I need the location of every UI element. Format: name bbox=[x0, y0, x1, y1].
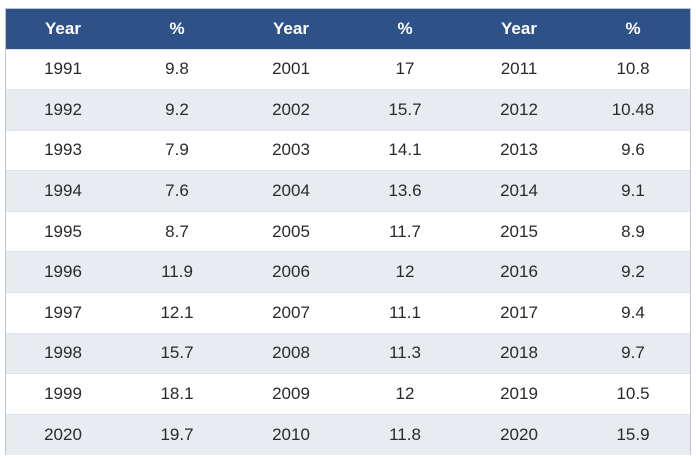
percent-cell: 15.7 bbox=[348, 89, 462, 131]
year-cell: 2013 bbox=[462, 129, 576, 171]
header-year-1: Year bbox=[45, 18, 81, 38]
year-cell: 2016 bbox=[462, 251, 576, 293]
year-cell: 1993 bbox=[6, 129, 120, 171]
table-row: 1995 8.7 2005 11.7 2015 8.9 bbox=[6, 210, 690, 252]
percent-cell: 15.7 bbox=[120, 332, 234, 374]
year-cell: 1991 bbox=[6, 48, 120, 90]
table-row: 1999 18.1 2009 12 2019 10.5 bbox=[6, 373, 690, 415]
data-table-frame: Year % Year % Year % 1991 9.8 2001 17 2011 10… bbox=[5, 8, 691, 455]
table-body: 1991 9.8 2001 17 2011 10.8 1992 9.2 2002 15.7 2012… bbox=[6, 48, 690, 455]
percent-cell: 11.9 bbox=[120, 251, 234, 293]
year-cell: 1997 bbox=[6, 292, 120, 334]
year-cell: 1995 bbox=[6, 210, 120, 252]
header-percent-3: % bbox=[625, 18, 641, 38]
header-percent-1: % bbox=[169, 18, 185, 38]
percent-cell: 8.9 bbox=[576, 210, 690, 252]
header-year-2: Year bbox=[273, 18, 309, 38]
percent-cell: 10.8 bbox=[576, 48, 690, 90]
percent-cell: 7.9 bbox=[120, 129, 234, 171]
percent-cell: 11.7 bbox=[348, 210, 462, 252]
percent-cell: 11.3 bbox=[348, 332, 462, 374]
year-cell: 2012 bbox=[462, 89, 576, 131]
year-cell: 2005 bbox=[234, 210, 348, 252]
percent-cell: 12.1 bbox=[120, 292, 234, 334]
table-row: 1997 12.1 2007 11.1 2017 9.4 bbox=[6, 292, 690, 334]
table-row: 1994 7.6 2004 13.6 2014 9.1 bbox=[6, 170, 690, 212]
year-cell: 2001 bbox=[234, 48, 348, 90]
percent-cell: 10.48 bbox=[576, 89, 690, 131]
percent-cell: 9.1 bbox=[576, 170, 690, 212]
year-cell: 2006 bbox=[234, 251, 348, 293]
percent-cell: 7.6 bbox=[120, 170, 234, 212]
table-row: 1996 11.9 2006 12 2016 9.2 bbox=[6, 251, 690, 293]
year-cell: 2020 bbox=[462, 413, 576, 455]
year-cell: 1994 bbox=[6, 170, 120, 212]
year-cell: 2002 bbox=[234, 89, 348, 131]
year-percent-table: Year % Year % Year % 1991 9.8 2001 17 2011 10… bbox=[6, 9, 690, 455]
year-cell: 1999 bbox=[6, 373, 120, 415]
percent-cell: 18.1 bbox=[120, 373, 234, 415]
percent-cell: 11.1 bbox=[348, 292, 462, 334]
table-header-row: Year % Year % Year % bbox=[6, 9, 690, 49]
table-row: 2020 19.7 2010 11.8 2020 15.9 bbox=[6, 413, 690, 455]
year-cell: 2003 bbox=[234, 129, 348, 171]
year-cell: 2017 bbox=[462, 292, 576, 334]
year-cell: 2004 bbox=[234, 170, 348, 212]
header-year-3: Year bbox=[501, 18, 537, 38]
table-row: 1998 15.7 2008 11.3 2018 9.7 bbox=[6, 332, 690, 374]
table-row: 1991 9.8 2001 17 2011 10.8 bbox=[6, 48, 690, 90]
year-cell: 1998 bbox=[6, 332, 120, 374]
percent-cell: 9.2 bbox=[120, 89, 234, 131]
year-cell: 2019 bbox=[462, 373, 576, 415]
percent-cell: 8.7 bbox=[120, 210, 234, 252]
percent-cell: 17 bbox=[348, 48, 462, 90]
year-cell: 2015 bbox=[462, 210, 576, 252]
percent-cell: 12 bbox=[348, 373, 462, 415]
year-cell: 2020 bbox=[6, 413, 120, 455]
year-cell: 1992 bbox=[6, 89, 120, 131]
year-cell: 2011 bbox=[462, 48, 576, 90]
table-row: 1993 7.9 2003 14.1 2013 9.6 bbox=[6, 129, 690, 171]
year-cell: 2018 bbox=[462, 332, 576, 374]
year-cell: 2010 bbox=[234, 413, 348, 455]
percent-cell: 19.7 bbox=[120, 413, 234, 455]
percent-cell: 10.5 bbox=[576, 373, 690, 415]
percent-cell: 9.6 bbox=[576, 129, 690, 171]
percent-cell: 15.9 bbox=[576, 413, 690, 455]
percent-cell: 9.8 bbox=[120, 48, 234, 90]
header-percent-2: % bbox=[397, 18, 413, 38]
year-cell: 2008 bbox=[234, 332, 348, 374]
year-cell: 2009 bbox=[234, 373, 348, 415]
percent-cell: 12 bbox=[348, 251, 462, 293]
year-cell: 2014 bbox=[462, 170, 576, 212]
year-cell: 2007 bbox=[234, 292, 348, 334]
percent-cell: 14.1 bbox=[348, 129, 462, 171]
year-cell: 1996 bbox=[6, 251, 120, 293]
percent-cell: 9.2 bbox=[576, 251, 690, 293]
percent-cell: 9.4 bbox=[576, 292, 690, 334]
percent-cell: 11.8 bbox=[348, 413, 462, 455]
table-row: 1992 9.2 2002 15.7 2012 10.48 bbox=[6, 89, 690, 131]
percent-cell: 13.6 bbox=[348, 170, 462, 212]
percent-cell: 9.7 bbox=[576, 332, 690, 374]
